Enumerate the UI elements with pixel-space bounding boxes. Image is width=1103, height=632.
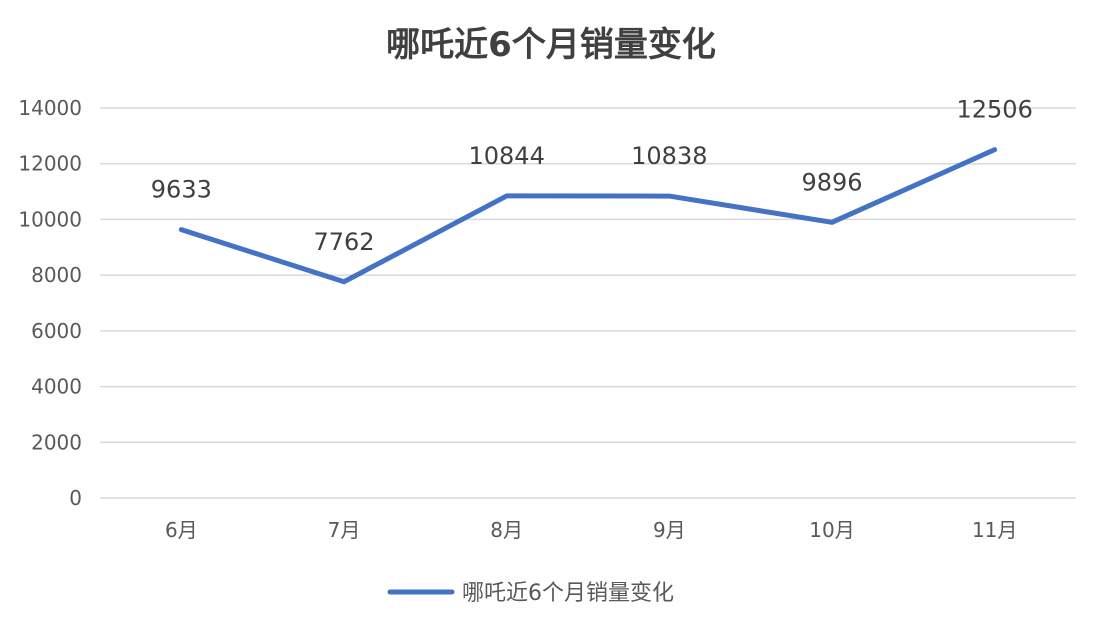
y-tick-label: 8000: [31, 263, 82, 287]
y-tick-label: 12000: [18, 152, 82, 176]
x-tick-label: 8月: [490, 518, 523, 542]
data-label: 7762: [313, 228, 374, 256]
y-tick-label: 6000: [31, 319, 82, 343]
y-tick-label: 2000: [31, 430, 82, 454]
y-tick-label: 14000: [18, 96, 82, 120]
series-line: [178, 147, 998, 285]
x-tick-label: 6月: [165, 518, 198, 542]
data-label: 12506: [956, 96, 1032, 124]
y-tick-label: 10000: [18, 207, 82, 231]
y-tick-label: 4000: [31, 375, 82, 399]
x-tick-label: 7月: [328, 518, 361, 542]
x-axis-ticks: 6月 7月 8月 9月 10月 11月: [165, 518, 1017, 542]
y-axis-ticks: 0 2000 4000 6000 8000 10000 12000 14000: [18, 96, 82, 510]
data-label: 10844: [468, 142, 544, 170]
gridlines: [100, 107, 1076, 499]
legend: 哪吒近6个月销量变化: [387, 581, 674, 606]
series-lines: [178, 147, 998, 285]
x-tick-label: 11月: [972, 518, 1017, 542]
x-tick-label: 10月: [809, 518, 854, 542]
data-labels: 9633 7762 10844 10838 9896 12506: [151, 96, 1033, 256]
chart-title: 哪吒近6个月销量变化: [386, 25, 716, 65]
data-label: 9896: [801, 168, 862, 196]
data-label: 9633: [151, 176, 212, 204]
data-label: 10838: [631, 142, 707, 170]
x-tick-label: 9月: [653, 518, 686, 542]
y-tick-label: 0: [69, 486, 82, 510]
legend-label: 哪吒近6个月销量变化: [462, 581, 674, 606]
